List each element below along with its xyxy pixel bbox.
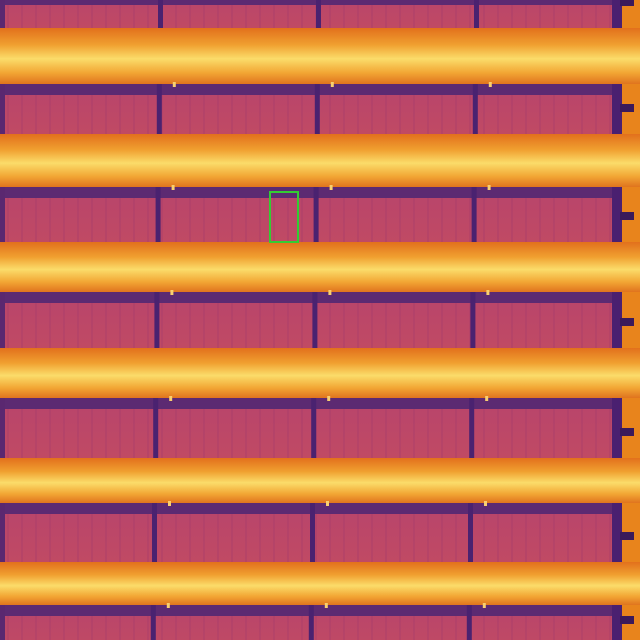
segment-gap: [470, 292, 476, 348]
row-end: [612, 605, 622, 640]
row-stub: [0, 292, 5, 348]
ground-band: [0, 134, 640, 187]
row-end: [612, 503, 622, 562]
row-end: [612, 187, 622, 242]
segment-gap: [316, 0, 321, 28]
segment-gap: [153, 398, 159, 458]
segment-joint: [484, 501, 487, 506]
panel-shadow-strip: [0, 187, 620, 198]
ground-band: [0, 242, 640, 292]
segment-joint: [485, 396, 489, 401]
segment-gap: [311, 398, 317, 458]
segment-joint: [482, 603, 486, 608]
row-end: [612, 0, 622, 28]
segment-joint: [170, 290, 174, 295]
segment-gap: [313, 187, 319, 242]
segment-joint: [328, 290, 332, 295]
row-stub: [0, 398, 5, 458]
panel-shadow-strip: [0, 292, 620, 303]
segment-joint: [486, 290, 490, 295]
segment-gap: [158, 0, 163, 28]
segment-gap: [154, 292, 160, 348]
detection-box: [269, 191, 299, 243]
panel-shadow-strip: [0, 0, 620, 5]
segment-joint: [329, 185, 333, 190]
segment-gap: [152, 503, 157, 562]
segment-gap: [466, 605, 472, 640]
segment-gap: [312, 292, 318, 348]
row-stub: [620, 318, 634, 326]
row-end: [612, 84, 622, 134]
ground-band: [0, 458, 640, 503]
row-stub: [0, 605, 5, 640]
segment-joint: [488, 82, 492, 87]
segment-gap: [471, 187, 477, 242]
segment-joint: [168, 501, 171, 506]
row-stub: [0, 84, 5, 134]
segment-gap: [469, 398, 475, 458]
row-stub: [0, 187, 5, 242]
segment-joint: [326, 501, 329, 506]
row-stub: [620, 0, 634, 6]
segment-joint: [324, 603, 328, 608]
row-stub: [620, 428, 634, 436]
row-end: [612, 398, 622, 458]
segment-joint: [171, 185, 175, 190]
panel-shadow-strip: [0, 84, 620, 95]
ground-band: [0, 28, 640, 84]
ground-band: [0, 562, 640, 605]
row-stub: [0, 0, 5, 28]
segment-joint: [169, 396, 173, 401]
segment-joint: [330, 82, 334, 87]
row-stub: [620, 212, 634, 220]
segment-gap: [156, 84, 162, 134]
segment-gap: [310, 503, 315, 562]
segment-joint: [487, 185, 491, 190]
segment-joint: [327, 396, 331, 401]
segment-gap: [472, 84, 478, 134]
segment-gap: [308, 605, 314, 640]
row-stub: [620, 532, 634, 540]
row-stub: [0, 503, 5, 562]
segment-gap: [468, 503, 473, 562]
row-stub: [620, 616, 634, 624]
ground-band: [0, 348, 640, 398]
segment-joint: [166, 603, 170, 608]
row-end: [612, 292, 622, 348]
segment-gap: [474, 0, 479, 28]
segment-joint: [172, 82, 176, 87]
segment-gap: [155, 187, 161, 242]
row-stub: [620, 104, 634, 112]
panel-shadow-strip: [0, 398, 620, 409]
segment-gap: [150, 605, 156, 640]
segment-gap: [314, 84, 320, 134]
